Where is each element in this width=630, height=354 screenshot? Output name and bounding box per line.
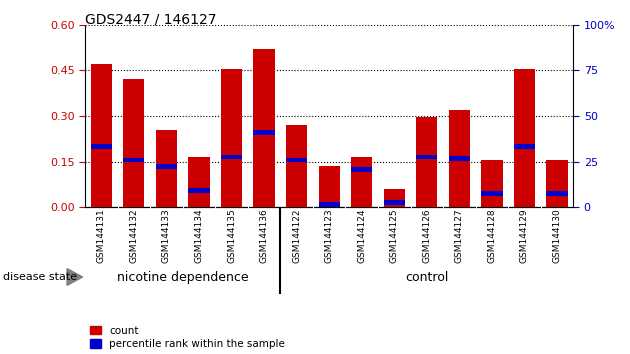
Text: GSM144124: GSM144124 [357,209,366,263]
Bar [514,69,535,207]
Text: GSM144130: GSM144130 [553,209,561,263]
Text: disease state: disease state [3,272,77,282]
Bar [123,80,144,207]
Bar [416,155,437,159]
Bar [481,160,503,207]
Bar [546,191,568,196]
Legend: count, percentile rank within the sample: count, percentile rank within the sample [90,326,285,349]
Text: nicotine dependence: nicotine dependence [117,270,248,284]
Text: GSM144129: GSM144129 [520,209,529,263]
Text: GSM144134: GSM144134 [195,209,203,263]
Bar [351,167,372,172]
Text: GSM144125: GSM144125 [390,209,399,263]
Bar [351,157,372,207]
Text: GSM144136: GSM144136 [260,209,268,263]
Text: control: control [405,270,449,284]
Text: GSM144133: GSM144133 [162,209,171,263]
Bar [481,191,503,196]
Bar [449,110,470,207]
Polygon shape [67,269,83,285]
Bar [221,69,242,207]
Bar [188,157,210,207]
Text: GSM144122: GSM144122 [292,209,301,263]
Bar [514,144,535,149]
Text: GSM144131: GSM144131 [97,209,106,263]
Bar [319,166,340,207]
Bar [91,144,112,149]
Bar [123,158,144,162]
Bar [253,130,275,135]
Bar [156,130,177,207]
Bar [221,155,242,159]
Bar [546,160,568,207]
Bar [384,189,405,207]
Bar [416,118,437,207]
Text: GSM144135: GSM144135 [227,209,236,263]
Bar [384,200,405,205]
Bar [286,158,307,162]
Text: GSM144128: GSM144128 [488,209,496,263]
Bar [449,156,470,161]
Text: GSM144127: GSM144127 [455,209,464,263]
Bar [319,202,340,207]
Text: GDS2447 / 146127: GDS2447 / 146127 [85,12,217,27]
Bar [253,49,275,207]
Bar [156,164,177,169]
Bar [286,125,307,207]
Bar [188,188,210,193]
Bar [91,64,112,207]
Text: GSM144123: GSM144123 [324,209,334,263]
Text: GSM144132: GSM144132 [129,209,139,263]
Text: GSM144126: GSM144126 [422,209,432,263]
